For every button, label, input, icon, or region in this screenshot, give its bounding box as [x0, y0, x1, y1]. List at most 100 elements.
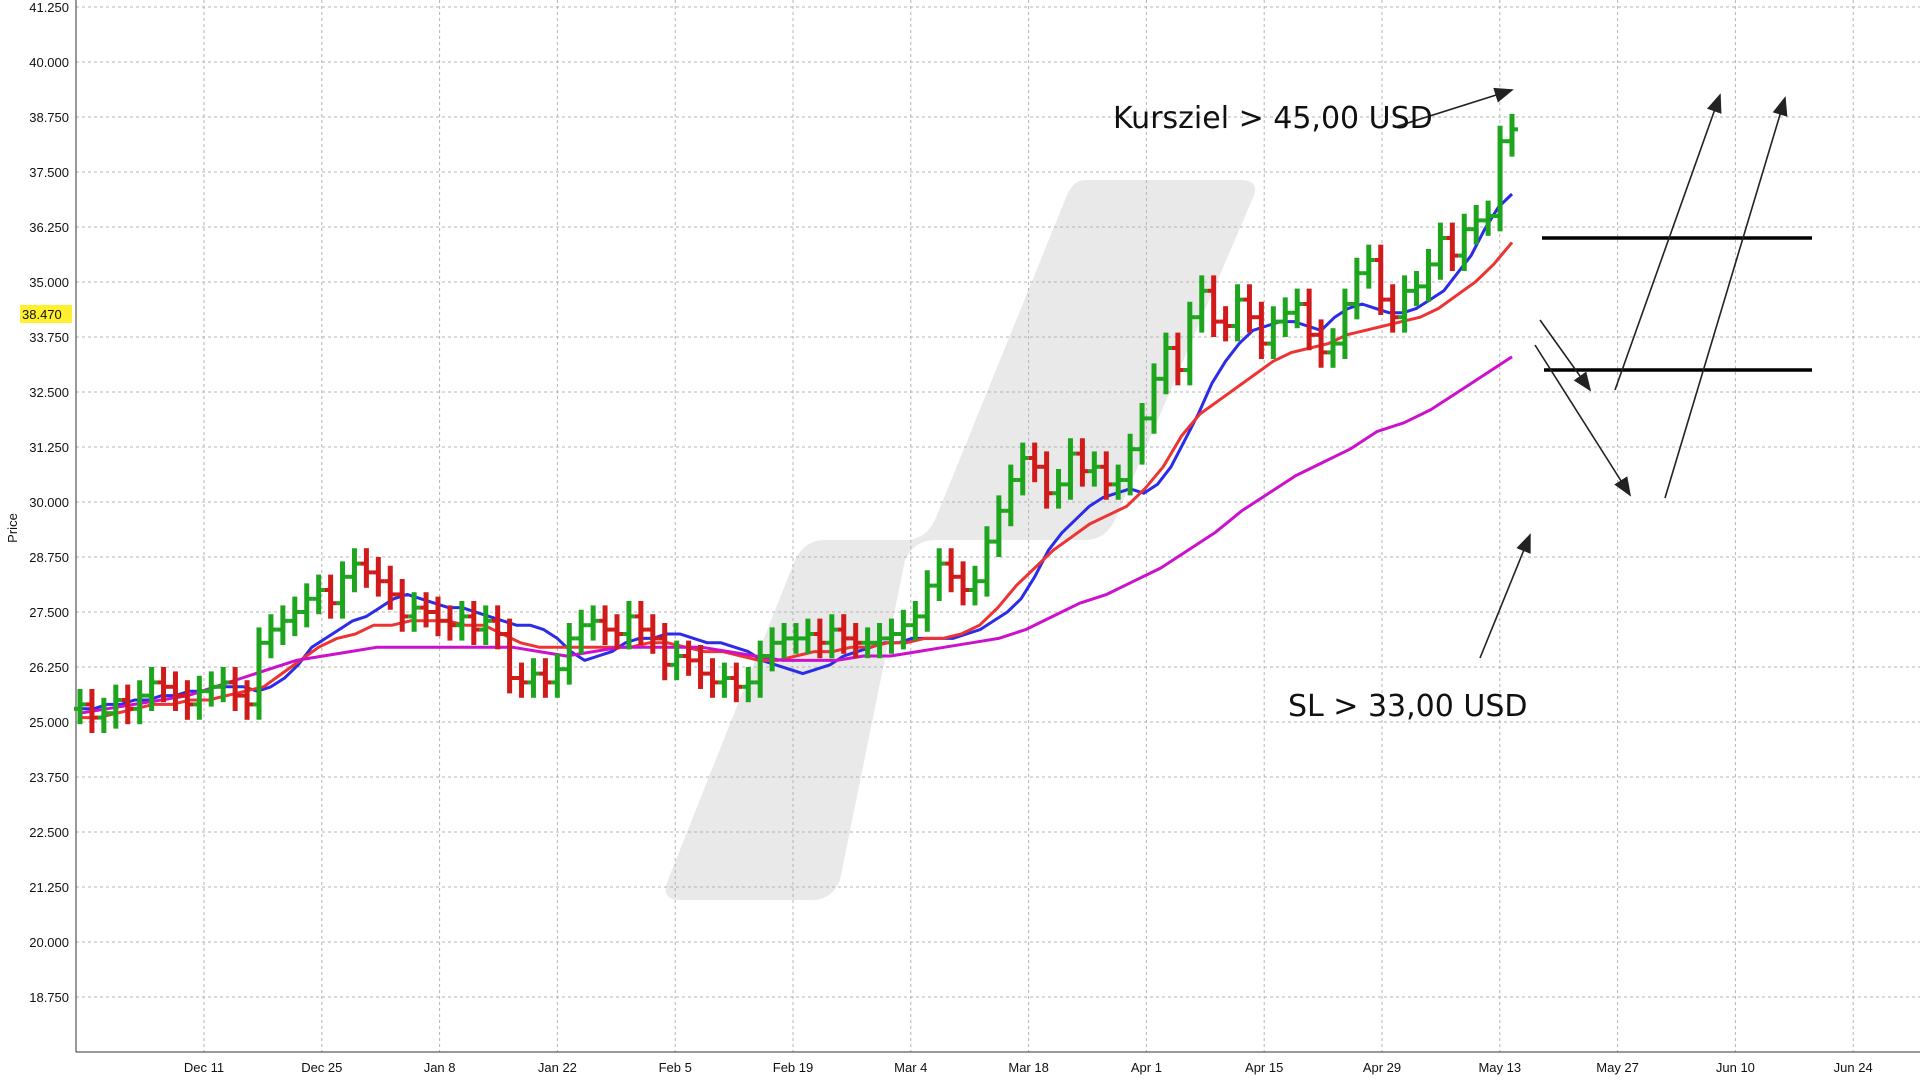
x-gridlines [203, 0, 1854, 1052]
ohlc-bar [1470, 205, 1483, 245]
ohlc-bar [181, 680, 194, 720]
ohlc-bar [97, 697, 110, 733]
y-tick-label: 35.000 [29, 275, 69, 290]
x-tick-label: Jun 10 [1716, 1060, 1755, 1075]
y-tick-label: 31.250 [29, 440, 69, 455]
y-tick-label: 21.250 [29, 880, 69, 895]
ohlc-bar [288, 596, 301, 637]
ohlc-bar [348, 548, 361, 593]
ohlc-bar [658, 623, 671, 681]
ohlc-bar [1040, 451, 1053, 509]
ohlc-bar [479, 605, 492, 645]
ohlc-bar [718, 662, 731, 698]
ohlc-bar [742, 667, 755, 703]
ohlc-bar [1052, 469, 1065, 509]
arrow-to-stop-from-label [1479, 533, 1531, 659]
y-tick-label: 37.500 [29, 165, 69, 180]
ohlc-bar [1315, 319, 1328, 368]
ohlc-bar [336, 561, 349, 619]
ohlc-bar [1267, 306, 1280, 359]
x-tick-label: Jan 8 [424, 1060, 456, 1075]
ohlc-bar [1422, 249, 1435, 302]
ohlc-bar [1338, 288, 1351, 359]
x-tick-label: Feb 5 [659, 1060, 692, 1075]
ohlc-bar [396, 579, 409, 632]
y-tick-label: 30.000 [29, 495, 69, 510]
ohlc-bar [1291, 288, 1304, 329]
ohlc-bar [1243, 284, 1256, 333]
ohlc-bar [813, 618, 826, 659]
ohlc-bar [312, 574, 325, 615]
ohlc-bar [587, 605, 600, 641]
ohlc-bar [443, 605, 456, 641]
ohlc-bar [85, 689, 98, 733]
ohlc-bar [909, 601, 922, 641]
x-tick-label: Mar 4 [894, 1060, 927, 1075]
last-price-highlight [20, 305, 72, 323]
ohlc-bar [1076, 438, 1089, 487]
ohlc-bar [169, 671, 182, 711]
ohlc-bar [1458, 213, 1471, 271]
y-tick-label: 25.000 [29, 715, 69, 730]
ohlc-bar [1148, 363, 1160, 434]
ohlc-bar [849, 623, 862, 659]
y-tick-label: 28.750 [29, 550, 69, 565]
x-tick-label: May 13 [1478, 1060, 1521, 1075]
x-tick-label: Apr 29 [1363, 1060, 1401, 1075]
ohlc-bar [754, 640, 767, 698]
ohlc-bar [563, 623, 576, 685]
ohlc-bar [1350, 257, 1363, 320]
ohlc-bar [264, 614, 277, 659]
ohlc-bar [1362, 244, 1375, 289]
arrow-stop-up-2 [1664, 96, 1788, 499]
ohlc-bar [276, 605, 289, 645]
ohlc-bar [825, 614, 838, 659]
ohlc-bar [766, 627, 779, 672]
ohlc-bar [467, 601, 480, 645]
ohlc-bar [491, 605, 504, 650]
ohlc-bar [1398, 275, 1411, 333]
ohlc-bar [969, 565, 981, 606]
arrow-to-entry [1539, 319, 1592, 392]
ohlc-bar [503, 618, 516, 694]
ohlc-bar [145, 667, 158, 711]
ohlc-bar [980, 526, 993, 597]
ohlc-bar [1088, 451, 1101, 487]
moving-average-line [80, 241, 1514, 720]
ohlc-bar [157, 667, 170, 703]
ohlc-bar [778, 623, 791, 659]
ohlc-bar [1506, 113, 1518, 157]
ohlc-bar [1028, 442, 1041, 483]
ohlc-bar [1004, 464, 1017, 527]
x-tick-label: Dec 25 [301, 1060, 342, 1075]
y-tick-label: 33.750 [29, 330, 69, 345]
y-tick-label: 20.000 [29, 935, 69, 950]
x-tick-label: Jun 24 [1834, 1060, 1873, 1075]
ohlc-bar [670, 640, 683, 681]
ohlc-bar [790, 623, 802, 654]
ohlc-bar [527, 658, 540, 698]
watermark-logo [665, 180, 1256, 900]
ohlc-bar [921, 570, 934, 632]
y-tick-label: 38.750 [29, 110, 69, 125]
ohlc-bar [730, 662, 743, 703]
x-tick-label: Jan 22 [538, 1060, 577, 1075]
moving-average-line [79, 355, 1513, 715]
y-axis-ticks: 18.750 20.000 21.250 22.500 23.750 25.000 26.2… [29, 0, 69, 1005]
ohlc-bar [682, 640, 695, 676]
ohlc-bar [694, 645, 707, 689]
ohlc-bar [861, 627, 874, 659]
ohlc-bar [1171, 332, 1184, 386]
y-tick-label: 32.500 [29, 385, 69, 400]
ohlc-bar [1446, 222, 1459, 271]
ohlc-bar [1159, 332, 1172, 395]
x-tick-label: Apr 1 [1131, 1060, 1162, 1075]
arrow-to-target [1394, 87, 1514, 128]
ohlc-bar [205, 671, 218, 707]
ohlc-bar [646, 614, 659, 654]
ohlc-bar [1386, 284, 1399, 333]
ohlc-bar [253, 627, 265, 720]
ohlc-bars [74, 113, 1518, 733]
ohlc-bar [706, 658, 719, 698]
ohlc-bar [897, 609, 910, 650]
